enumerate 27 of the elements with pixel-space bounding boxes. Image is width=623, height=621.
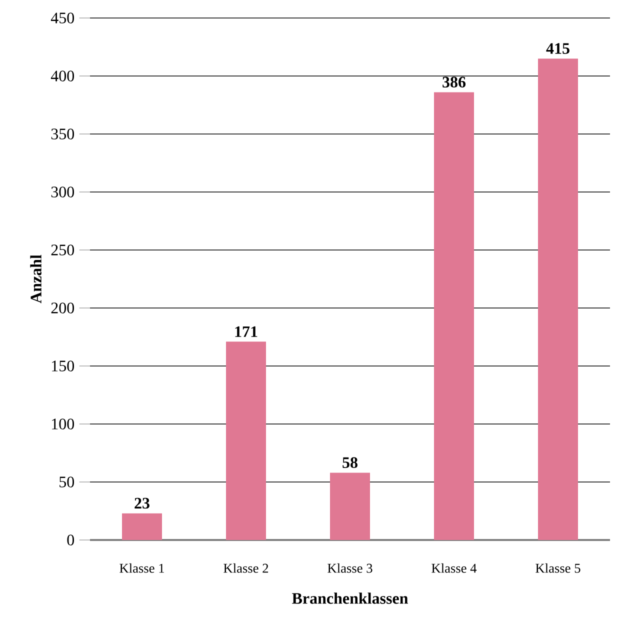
bar [330,472,370,540]
y-tick-label: 150 [52,360,74,372]
y-tick-label: 250 [51,244,74,256]
y-tick-label: 100 [52,418,74,430]
x-tick-label: Klasse 2 [224,563,268,573]
data-label: 23 [134,498,150,509]
x-axis-title: Branchenklassen [292,592,408,604]
y-tick-label: 200 [51,302,74,314]
y-tick-label: 350 [51,128,74,140]
bar [226,342,266,540]
y-tick-label: 400 [50,70,74,82]
y-tick-label: 300 [51,186,74,198]
x-tick-label: Klasse 3 [328,563,372,573]
y-tick-label: 50 [60,476,74,488]
data-label: 58 [342,457,358,468]
data-label: 386 [442,76,466,88]
data-label: 415 [546,43,570,54]
x-tick-label: Klasse 5 [536,563,580,573]
x-tick-label: Klasse 4 [432,563,477,573]
x-tick-label: Klasse 1 [120,563,164,573]
data-label: 171 [235,326,258,337]
bar [434,92,474,540]
bar [122,513,162,540]
y-axis-title: Anzahl [30,254,42,304]
y-tick-label: 0 [67,534,74,546]
y-tick-label: 450 [50,12,74,24]
bar [538,58,578,540]
